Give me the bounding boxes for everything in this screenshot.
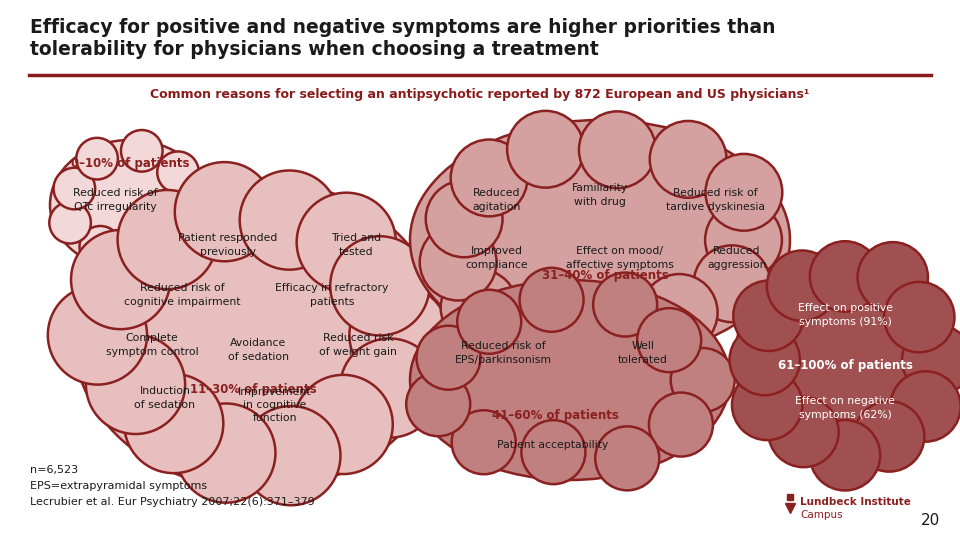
Text: 0–10% of patients: 0–10% of patients [71, 157, 189, 170]
Ellipse shape [71, 230, 170, 329]
Ellipse shape [48, 286, 147, 384]
Text: 11–30% of patients: 11–30% of patients [190, 383, 316, 396]
Text: Reduced
aggression: Reduced aggression [708, 246, 767, 269]
Ellipse shape [425, 180, 502, 257]
Ellipse shape [593, 273, 658, 336]
Ellipse shape [294, 375, 393, 474]
Ellipse shape [177, 403, 276, 503]
Text: Campus: Campus [800, 510, 843, 520]
Ellipse shape [117, 190, 217, 289]
Text: Reduced risk of
QTc irregularity: Reduced risk of QTc irregularity [73, 188, 157, 212]
Ellipse shape [85, 335, 185, 434]
Ellipse shape [768, 397, 839, 467]
Ellipse shape [156, 215, 197, 257]
Text: Reduced risk of
EPS/parkinsonism: Reduced risk of EPS/parkinsonism [454, 341, 551, 365]
Text: Common reasons for selecting an antipsychotic reported by 872 European and US ph: Common reasons for selecting an antipsyc… [151, 88, 809, 101]
Ellipse shape [49, 202, 91, 244]
Ellipse shape [121, 130, 162, 172]
Text: Effect on negative
symptoms (62%): Effect on negative symptoms (62%) [795, 396, 895, 420]
Ellipse shape [124, 374, 224, 473]
Text: Efficacy for positive and negative symptoms are higher priorities than: Efficacy for positive and negative sympt… [30, 18, 776, 37]
Ellipse shape [505, 295, 582, 373]
Ellipse shape [457, 290, 521, 354]
Ellipse shape [240, 171, 339, 269]
Ellipse shape [857, 242, 928, 313]
Ellipse shape [902, 325, 960, 395]
Ellipse shape [706, 154, 782, 231]
Ellipse shape [507, 111, 584, 188]
Ellipse shape [637, 308, 701, 372]
Text: Efficacy in refractory
patients: Efficacy in refractory patients [276, 284, 389, 307]
Ellipse shape [410, 120, 790, 360]
Ellipse shape [890, 372, 960, 442]
Text: tolerability for physicians when choosing a treatment: tolerability for physicians when choosin… [30, 40, 599, 59]
Text: Lundbeck Institute: Lundbeck Institute [800, 497, 911, 507]
Ellipse shape [241, 406, 341, 505]
Ellipse shape [410, 280, 730, 480]
Ellipse shape [406, 372, 470, 436]
Ellipse shape [417, 326, 481, 390]
Text: Complete
symptom control: Complete symptom control [106, 333, 199, 356]
Ellipse shape [580, 298, 657, 375]
Text: Effect on mood/
affective symptoms: Effect on mood/ affective symptoms [566, 246, 674, 269]
Text: Reduced risk of
cognitive impairment: Reduced risk of cognitive impairment [124, 284, 240, 307]
Text: Avoidance
of sedation: Avoidance of sedation [228, 339, 289, 362]
Text: Reduced
agitation: Reduced agitation [473, 188, 521, 212]
Ellipse shape [595, 427, 660, 490]
Ellipse shape [349, 286, 448, 384]
Ellipse shape [650, 121, 727, 198]
Ellipse shape [884, 282, 954, 352]
Ellipse shape [810, 241, 880, 312]
Text: 61–100% of patients: 61–100% of patients [778, 359, 912, 372]
Ellipse shape [80, 226, 121, 268]
Ellipse shape [706, 201, 782, 279]
Text: Effect on positive
symptoms (91%): Effect on positive symptoms (91%) [798, 303, 893, 327]
Ellipse shape [157, 151, 199, 193]
Ellipse shape [340, 339, 439, 438]
Ellipse shape [519, 268, 584, 332]
Ellipse shape [579, 111, 656, 188]
Ellipse shape [693, 245, 770, 322]
Ellipse shape [521, 420, 586, 484]
Ellipse shape [420, 224, 496, 300]
Text: Reduced risk of
tardive dyskinesia: Reduced risk of tardive dyskinesia [665, 188, 764, 212]
Text: 41–60% of patients: 41–60% of patients [492, 408, 618, 422]
Text: 20: 20 [921, 513, 940, 528]
Ellipse shape [54, 168, 95, 210]
Ellipse shape [175, 162, 274, 261]
Ellipse shape [452, 410, 516, 474]
Ellipse shape [330, 236, 429, 335]
Text: Patient responded
previously: Patient responded previously [179, 233, 277, 256]
Ellipse shape [733, 281, 804, 351]
Text: Familiarity
with drug: Familiarity with drug [572, 184, 628, 207]
Ellipse shape [73, 180, 443, 490]
Ellipse shape [179, 184, 220, 226]
Ellipse shape [297, 193, 396, 292]
Text: EPS=extrapyramidal symptoms: EPS=extrapyramidal symptoms [30, 481, 207, 491]
Text: 31–40% of patients: 31–40% of patients [541, 268, 668, 281]
Text: Induction
of sedation: Induction of sedation [134, 387, 196, 410]
Ellipse shape [810, 420, 880, 490]
Ellipse shape [732, 370, 803, 440]
Ellipse shape [121, 238, 162, 280]
Text: Patient acceptability: Patient acceptability [497, 440, 609, 450]
Ellipse shape [649, 393, 713, 456]
Text: Lecrubier et al. Eur Psychiatry 2007;22(6):371–379: Lecrubier et al. Eur Psychiatry 2007;22(… [30, 497, 315, 507]
Ellipse shape [671, 348, 734, 412]
Text: Tried and
tested: Tried and tested [331, 233, 381, 256]
Ellipse shape [730, 325, 800, 395]
Text: Reduced risk
of weight gain: Reduced risk of weight gain [319, 333, 396, 356]
Text: Improved
compliance: Improved compliance [466, 246, 528, 269]
Ellipse shape [76, 138, 118, 179]
Ellipse shape [641, 274, 718, 351]
Text: Improvement
in cognitive
function: Improvement in cognitive function [238, 387, 312, 423]
Ellipse shape [450, 139, 527, 217]
Ellipse shape [767, 251, 837, 321]
Text: Well
tolerated: Well tolerated [618, 341, 668, 365]
Ellipse shape [735, 250, 955, 470]
Ellipse shape [854, 401, 924, 471]
Ellipse shape [441, 269, 517, 346]
Ellipse shape [50, 140, 210, 270]
Text: n=6,523: n=6,523 [30, 465, 78, 475]
